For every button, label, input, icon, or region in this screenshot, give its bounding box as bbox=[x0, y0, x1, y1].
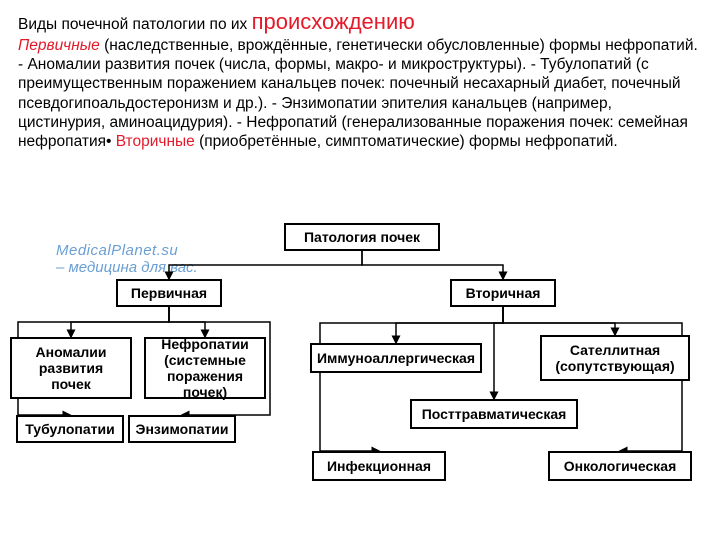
node-root: Патология почек bbox=[284, 223, 440, 251]
title-highlight: происхождению bbox=[252, 9, 415, 34]
node-onkol: Онкологическая bbox=[548, 451, 692, 481]
node-sec: Вторичная bbox=[450, 279, 556, 307]
body-segment-2: (приобретённые, симптоматические) формы … bbox=[195, 133, 618, 150]
body-paragraph: Первичные (наследственные, врождённые, г… bbox=[18, 36, 702, 152]
node-nefr: Нефропатии (системные поражения почек) bbox=[144, 337, 266, 399]
classification-diagram: MedicalPlanet.su – медицина для вас. Пат… bbox=[10, 223, 710, 523]
node-immun: Иммуноаллергическая bbox=[310, 343, 482, 373]
page-title: Виды почечной патологии по их происхожде… bbox=[18, 8, 702, 36]
title-prefix: Виды почечной патологии по их bbox=[18, 16, 252, 33]
node-postt: Посттравматическая bbox=[410, 399, 578, 429]
primary-keyword: Первичные bbox=[18, 37, 100, 54]
node-prim: Первичная bbox=[116, 279, 222, 307]
secondary-keyword: Вторичные bbox=[116, 133, 195, 150]
node-enzi: Энзимопатии bbox=[128, 415, 236, 443]
node-satel: Сателлитная (сопутствующая) bbox=[540, 335, 690, 381]
node-anom: Аномалии развития почек bbox=[10, 337, 132, 399]
node-infek: Инфекционная bbox=[312, 451, 446, 481]
node-tubu: Тубулопатии bbox=[16, 415, 124, 443]
